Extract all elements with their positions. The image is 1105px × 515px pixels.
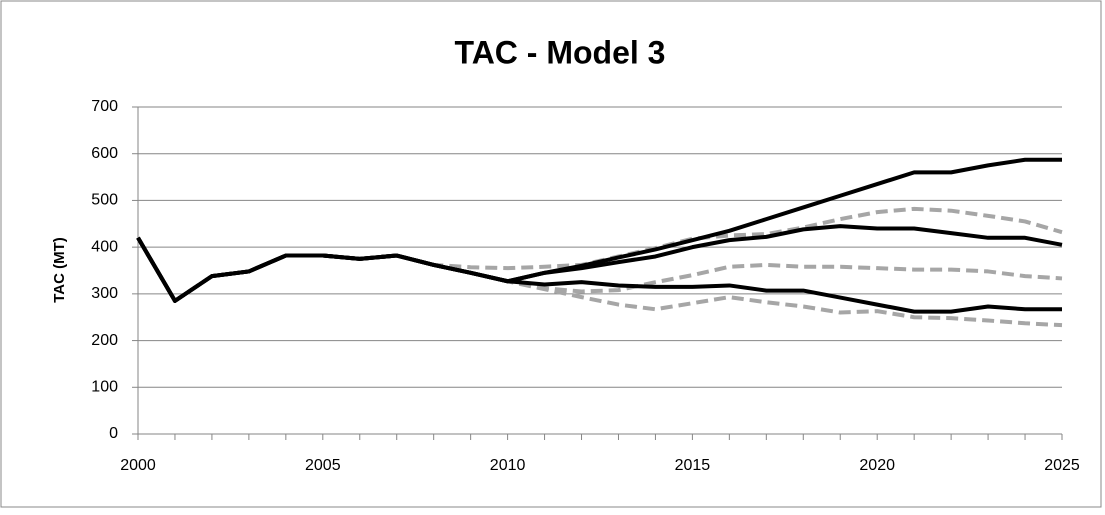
- y-tick-label: 0: [109, 425, 118, 442]
- y-axis-label: TAC (MT): [51, 237, 68, 303]
- y-tick-label: 700: [91, 98, 118, 115]
- series-line: [136, 157, 1062, 303]
- y-tick-label: 400: [91, 238, 118, 255]
- chart-title: TAC - Model 3: [455, 34, 666, 70]
- y-tick-label: 600: [91, 145, 118, 162]
- x-tick-label: 2020: [859, 457, 895, 474]
- x-tick-label: 2025: [1044, 457, 1080, 474]
- x-tick-label: 2000: [120, 457, 156, 474]
- x-tick-label: 2010: [490, 457, 526, 474]
- x-tick-label: 2015: [675, 457, 711, 474]
- y-tick-label: 100: [91, 379, 118, 396]
- y-tick-label: 500: [91, 192, 118, 209]
- x-tick-label: 2005: [305, 457, 341, 474]
- y-tick-label: 200: [91, 332, 118, 349]
- y-tick-label: 300: [91, 285, 118, 302]
